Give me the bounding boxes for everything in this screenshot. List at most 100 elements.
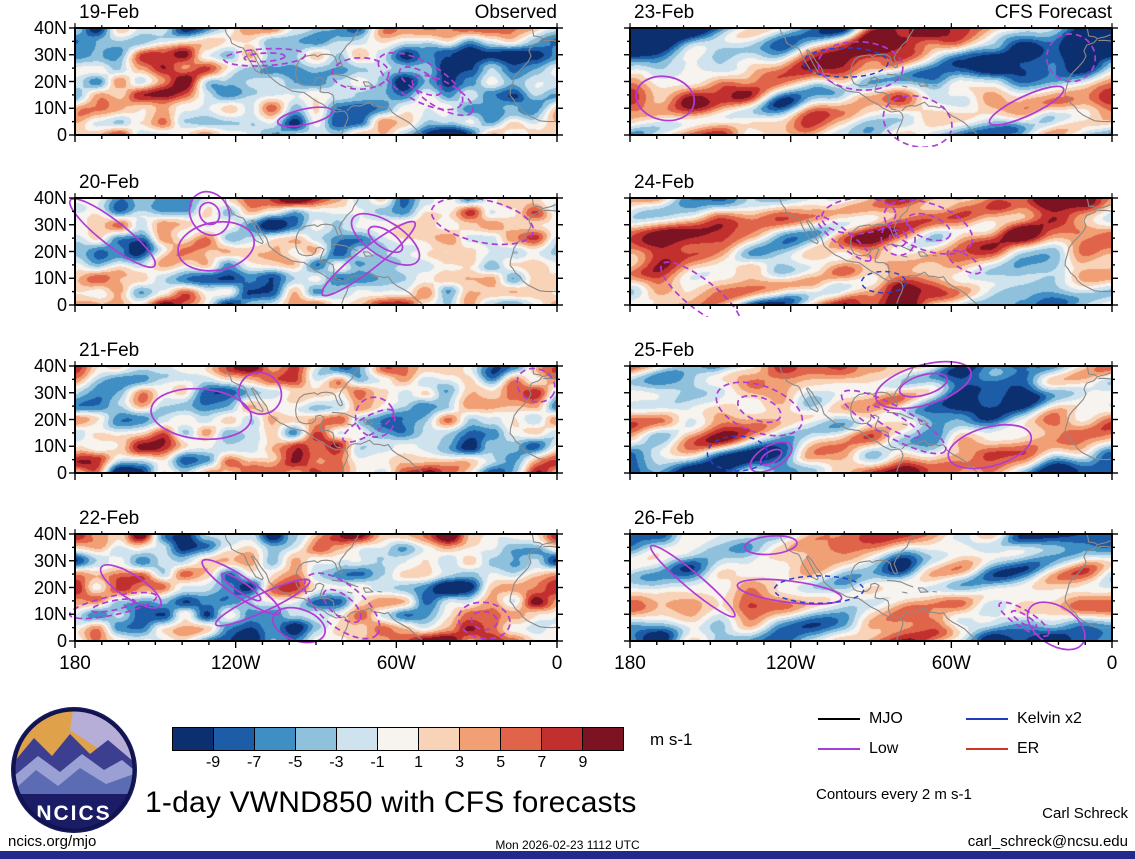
legend-line (966, 748, 1008, 750)
y-tick-label: 40N (33, 356, 67, 376)
timestamp: Mon 2026-02-23 1112 UTC (495, 838, 640, 852)
site-link: ncics.org/mjo (8, 833, 97, 850)
map-panel: 20-Feb 40N 30N 20N 10N 0 (34, 173, 563, 314)
colorbar-tick-label: -3 (329, 754, 344, 771)
ncics-logo: NCICS (11, 707, 137, 833)
colorbar-segment (378, 728, 419, 750)
legend-line (966, 718, 1008, 720)
colorbar-tick-label: 3 (455, 754, 465, 771)
x-tick-label: 0 (551, 653, 563, 674)
colorbar-tick-label: -9 (205, 754, 221, 771)
panel-date: 26-Feb (634, 508, 695, 529)
panel-canvas (630, 198, 1112, 305)
column-header: Observed (474, 2, 557, 23)
y-tick-label: 30N (33, 382, 67, 403)
legend-item: Low (818, 740, 966, 758)
panel-canvas (75, 198, 557, 305)
y-tick-label: 10N (33, 268, 67, 289)
legend: MJO Kelvin x2 Low ER (818, 710, 1126, 758)
legend-item: Kelvin x2 (966, 710, 1126, 728)
y-tick-label: 40N (33, 524, 67, 544)
y-tick-label: 40N (33, 18, 67, 38)
legend-label: ER (1017, 740, 1040, 757)
y-tick-label: 10N (33, 98, 67, 119)
legend-item: MJO (818, 710, 966, 728)
y-tick-label: 0 (56, 463, 67, 483)
colorbar-tick-label: 7 (537, 754, 547, 771)
colorbar-segment (173, 728, 214, 750)
map-panel: 26-Feb 180 120W 60W 0 (614, 509, 1118, 674)
x-tick-label: 120W (765, 653, 816, 674)
colorbar-tick-label: -5 (288, 754, 303, 771)
legend-label: MJO (869, 710, 903, 727)
panel-canvas (630, 534, 1112, 641)
y-tick-label: 20N (33, 577, 67, 598)
y-tick-label: 10N (33, 604, 67, 625)
x-tick-label: 60W (931, 653, 971, 674)
y-tick-label: 0 (56, 125, 67, 145)
colorbar-segment (419, 728, 460, 750)
panel-canvas (630, 366, 1112, 473)
panel-date: 21-Feb (79, 340, 140, 361)
y-tick-label: 30N (33, 214, 67, 235)
y-tick-label: 0 (56, 631, 67, 651)
colorbar-segment (337, 728, 378, 750)
panel-date: 24-Feb (634, 172, 695, 193)
x-tick-label: 0 (1106, 653, 1118, 674)
colorbar-segment (255, 728, 296, 750)
legend-line (818, 718, 860, 720)
colorbar-tick-label: 1 (414, 754, 423, 771)
legend-item: ER (966, 740, 1126, 758)
panel-date: 23-Feb (634, 2, 695, 23)
y-tick-label: 20N (33, 71, 67, 92)
legend-label: Low (869, 740, 899, 757)
unit-label: m s-1 (650, 730, 693, 749)
map-panel: 19-Feb Observed 40N 30N 20N 10N 0 (34, 3, 563, 144)
panel-date: 25-Feb (634, 340, 695, 361)
legend-label: Kelvin x2 (1017, 710, 1082, 727)
colorbar-tick-label: 5 (496, 754, 506, 771)
credit-email: carl_schreck@ncsu.edu (967, 833, 1128, 850)
map-panel: 21-Feb 40N 30N 20N 10N 0 (34, 341, 563, 482)
colorbar-segment (501, 728, 542, 750)
colorbar-tick-label: -7 (247, 754, 262, 771)
bottom-bar (0, 851, 1135, 859)
y-tick-label: 0 (56, 295, 67, 315)
colorbar-segment (542, 728, 583, 750)
map-panel: 25-Feb (624, 341, 1118, 480)
logo-art: NCICS (14, 710, 134, 830)
x-tick-label: 180 (614, 653, 646, 674)
x-tick-label: 120W (210, 653, 261, 674)
panel-canvas (75, 366, 557, 473)
colorbar-labels: -9 -7 -5 -3 -1 1 3 5 7 9 (172, 754, 624, 772)
colorbar-segment (296, 728, 337, 750)
x-tick-label: 60W (376, 653, 416, 674)
panel-date: 22-Feb (79, 508, 140, 529)
figure-title: 1-day VWND850 with CFS forecasts (145, 786, 637, 819)
map-panel: 22-Feb 40N 30N 20N 10N 0 180 120W 60W 0 (34, 509, 563, 674)
y-tick-label: 20N (33, 409, 67, 430)
column-header: CFS Forecast (994, 2, 1112, 23)
contour-note: Contours every 2 m s-1 (816, 786, 972, 803)
logo-text: NCICS (36, 802, 111, 825)
y-tick-label: 20N (33, 241, 67, 262)
colorbar-segment (460, 728, 501, 750)
map-panel: 24-Feb (624, 173, 1118, 317)
x-tick-label: 180 (59, 653, 91, 674)
y-tick-label: 30N (33, 550, 67, 571)
panel-date: 19-Feb (79, 2, 140, 23)
colorbar-segment (583, 728, 623, 750)
panel-canvas (75, 28, 557, 135)
y-tick-label: 30N (33, 44, 67, 65)
panel-canvas (630, 28, 1112, 135)
legend-line (818, 748, 860, 750)
colorbar-tick-label: 9 (578, 754, 588, 771)
colorbar-tick-label: -1 (370, 754, 385, 771)
map-panel: 23-Feb CFS Forecast (624, 3, 1118, 147)
panel-canvas (75, 534, 557, 641)
panel-date: 20-Feb (79, 172, 140, 193)
y-tick-label: 10N (33, 436, 67, 457)
colorbar (172, 727, 624, 751)
credit-name: Carl Schreck (1042, 805, 1128, 822)
y-tick-label: 40N (33, 188, 67, 208)
